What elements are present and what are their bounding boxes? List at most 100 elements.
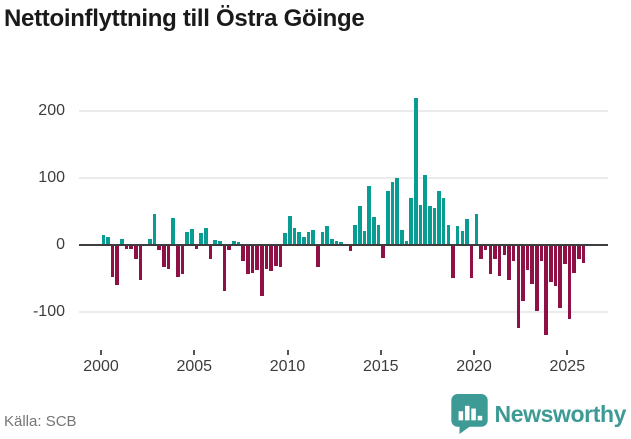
bar (390, 181, 395, 244)
bar (297, 231, 301, 244)
bar (465, 219, 469, 244)
bar (549, 246, 553, 283)
bar (525, 246, 530, 270)
bar (204, 227, 208, 244)
bar (409, 198, 413, 244)
bar (413, 98, 418, 244)
bar (530, 246, 535, 285)
bar (101, 235, 106, 244)
bar (544, 246, 549, 336)
y-tick-label: 200 (38, 101, 65, 119)
bar (138, 246, 143, 280)
bar (572, 246, 577, 273)
bar (227, 246, 231, 251)
bar (106, 237, 110, 244)
bar (455, 225, 460, 244)
zero-axis-line (79, 244, 608, 246)
bar (176, 246, 180, 277)
newsworthy-brand: Newsworthy (450, 394, 626, 434)
x-tick-label: 2015 (362, 358, 399, 375)
bar (157, 246, 162, 251)
bar (110, 246, 115, 277)
bar (241, 246, 245, 261)
bar (218, 240, 222, 244)
bar (516, 246, 521, 328)
bar (250, 246, 255, 273)
bar (558, 246, 563, 308)
bar (306, 231, 311, 244)
y-tick-label: -100 (32, 303, 65, 321)
bar (385, 190, 390, 244)
bar (288, 215, 292, 244)
bar (469, 246, 474, 279)
bar-chart-badge-icon (450, 394, 488, 434)
x-tick-label: 2010 (269, 358, 306, 375)
bar (213, 239, 217, 244)
bar (232, 241, 236, 244)
bar (325, 225, 329, 244)
bar (348, 246, 353, 252)
bar (502, 246, 507, 256)
gridline (79, 311, 608, 314)
bar (246, 246, 250, 275)
x-tick-mark (379, 350, 382, 355)
bar (283, 233, 287, 244)
bar (553, 246, 558, 286)
bar (222, 246, 227, 292)
bar (488, 246, 493, 275)
bar (563, 246, 567, 265)
bar (152, 213, 157, 244)
footer: Källa: SCB Newsworthy (0, 394, 631, 439)
bar (577, 246, 581, 260)
bar (278, 246, 283, 267)
bar (120, 239, 124, 244)
bar (371, 217, 376, 244)
x-tick-mark (286, 350, 289, 355)
bar (329, 238, 334, 244)
bar (507, 246, 511, 280)
bar (334, 241, 339, 244)
bar (479, 246, 483, 259)
bar (185, 231, 190, 244)
bar (311, 229, 315, 244)
bar (339, 241, 343, 244)
bar (395, 178, 399, 244)
x-tick-mark (473, 350, 476, 355)
bar (190, 228, 194, 244)
bar (148, 239, 152, 244)
bar (423, 174, 427, 244)
bar (129, 246, 134, 249)
bar (320, 231, 325, 244)
bar (376, 225, 381, 244)
bar (460, 231, 465, 244)
bar (581, 246, 586, 263)
bar (162, 246, 166, 267)
x-tick-mark (566, 350, 569, 355)
bar (134, 246, 138, 260)
bar (497, 246, 502, 277)
bar (399, 229, 404, 244)
bar (274, 246, 278, 267)
x-tick-label: 2025 (549, 358, 586, 375)
gridline (79, 176, 608, 179)
bar (194, 246, 199, 249)
bar (511, 246, 516, 261)
bar (180, 246, 185, 274)
page-title: Nettoinflyttning till Östra Göinge (4, 5, 365, 32)
bar (292, 227, 297, 244)
bar (124, 246, 129, 250)
bar (255, 246, 259, 271)
y-tick-label: 100 (38, 168, 65, 186)
bar (315, 246, 320, 267)
bar (446, 224, 451, 244)
bar (362, 230, 367, 244)
bar (236, 241, 241, 244)
bar (535, 246, 539, 311)
bar (418, 205, 423, 244)
bar (381, 246, 385, 259)
x-tick-mark (193, 350, 196, 355)
bar (437, 190, 441, 244)
bar (367, 186, 371, 244)
bar (260, 246, 264, 297)
